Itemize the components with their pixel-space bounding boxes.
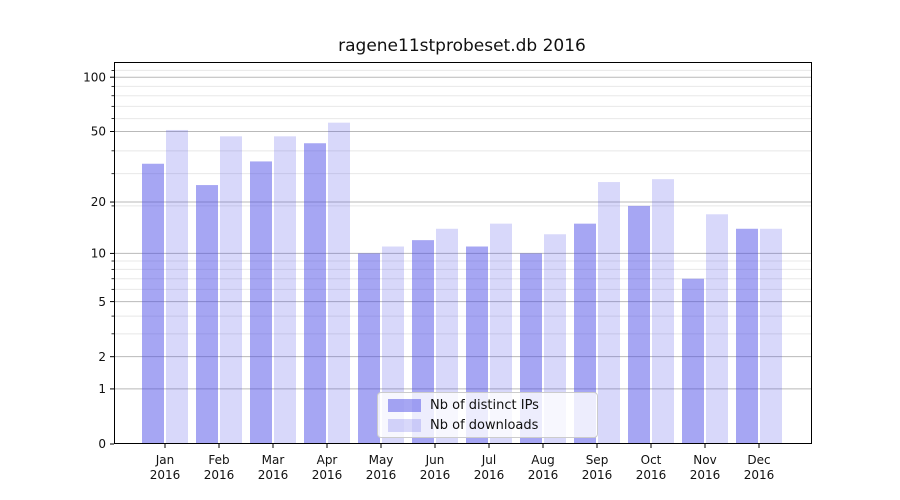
legend: Nb of distinct IPs Nb of downloads — [377, 392, 598, 438]
x-tick-label-year: 2016 — [420, 468, 451, 482]
x-tick-label-month: Sep — [586, 453, 609, 467]
bar-distinct-ips-sep — [574, 223, 596, 444]
bar-distinct-ips-apr — [304, 143, 326, 444]
x-tick-label-month: Aug — [531, 453, 554, 467]
y-tick-label: 20 — [91, 195, 106, 209]
bar-downloads-jul — [490, 223, 512, 444]
bar-distinct-ips-may — [358, 253, 380, 444]
x-tick-label-year: 2016 — [582, 468, 613, 482]
y-tick-label: 0 — [98, 437, 106, 451]
x-tick-label-year: 2016 — [528, 468, 559, 482]
y-tick-label: 100 — [83, 70, 106, 84]
bar-downloads-apr — [328, 122, 350, 445]
x-tick-label-year: 2016 — [150, 468, 181, 482]
x-tick-label-month: Feb — [208, 453, 229, 467]
plot-frame — [114, 62, 812, 444]
x-tick-label-month: Jul — [481, 453, 496, 467]
x-tick-label-month: Mar — [262, 453, 285, 467]
bar-distinct-ips-dec — [736, 228, 758, 444]
x-tick-label-month: Nov — [693, 453, 716, 467]
legend-item-downloads: Nb of downloads — [388, 417, 597, 434]
legend-swatch-distinct-ips — [388, 398, 421, 412]
legend-swatch-downloads — [388, 418, 421, 432]
legend-label-downloads: Nb of downloads — [430, 417, 539, 433]
x-tick-label-year: 2016 — [366, 468, 397, 482]
y-tick-label: 1 — [98, 382, 106, 396]
x-tick-label-year: 2016 — [204, 468, 235, 482]
x-tick-label-month: May — [369, 453, 394, 467]
x-tick-label-year: 2016 — [312, 468, 343, 482]
bar-downloads-mar — [274, 136, 296, 444]
x-tick-label-year: 2016 — [258, 468, 289, 482]
bar-downloads-feb — [220, 136, 242, 444]
bar-distinct-ips-jan — [142, 163, 164, 444]
bar-downloads-jan — [166, 129, 188, 445]
bar-downloads-dec — [760, 228, 782, 444]
x-tick-label-year: 2016 — [744, 468, 775, 482]
y-tick-label: 2 — [98, 350, 106, 364]
y-tick-label: 5 — [98, 295, 106, 309]
x-tick-label-year: 2016 — [690, 468, 721, 482]
x-tick-label-month: Apr — [317, 453, 338, 467]
legend-label-distinct-ips: Nb of distinct IPs — [430, 397, 539, 413]
x-tick-label-month: Oct — [641, 453, 662, 467]
bar-distinct-ips-mar — [250, 161, 272, 444]
x-tick-label-month: Dec — [747, 453, 770, 467]
x-tick-label-year: 2016 — [636, 468, 667, 482]
y-tick-label: 10 — [91, 247, 106, 261]
bar-downloads-nov — [706, 214, 728, 444]
y-tick-label: 50 — [91, 125, 106, 139]
bar-distinct-ips-nov — [682, 278, 704, 444]
bar-downloads-aug — [544, 234, 566, 444]
bar-distinct-ips-feb — [196, 185, 218, 444]
bar-downloads-sep — [598, 182, 620, 444]
bar-downloads-oct — [652, 179, 674, 444]
x-tick-label-month: Jan — [155, 453, 175, 467]
legend-item-distinct-ips: Nb of distinct IPs — [388, 397, 597, 414]
bar-distinct-ips-oct — [628, 205, 650, 444]
chart-title: ragene11stprobeset.db 2016 — [338, 36, 586, 56]
x-tick-label-month: Jun — [425, 453, 445, 467]
bar-downloads-jun — [436, 228, 458, 444]
x-tick-label-year: 2016 — [474, 468, 505, 482]
